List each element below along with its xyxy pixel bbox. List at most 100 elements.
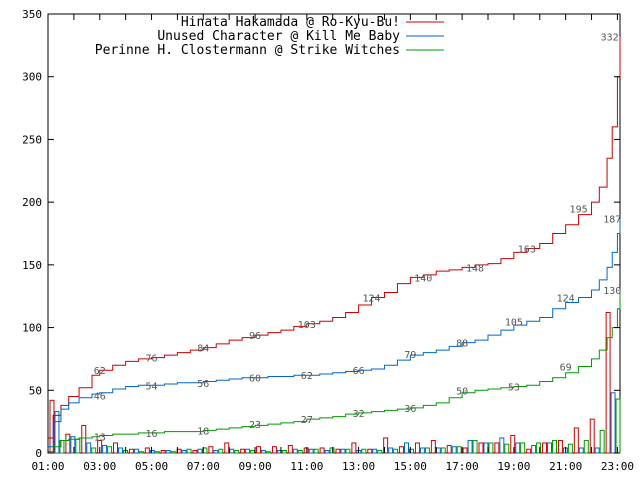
- bar-layer: [49, 312, 621, 454]
- bar: [224, 442, 230, 454]
- y-tick-label: 350: [22, 8, 42, 21]
- bar: [335, 448, 341, 454]
- bar: [388, 447, 394, 454]
- bar: [54, 411, 60, 454]
- bar: [520, 442, 526, 454]
- bar: [324, 449, 330, 454]
- bar: [107, 446, 113, 454]
- bar: [102, 444, 108, 454]
- bar: [615, 398, 621, 454]
- bar: [367, 448, 373, 454]
- bar: [424, 447, 430, 454]
- x-tick-label: 23:00: [601, 460, 634, 473]
- bar: [319, 447, 325, 454]
- bar: [557, 439, 563, 454]
- bar: [573, 427, 579, 454]
- bar: [65, 433, 71, 454]
- bar: [552, 439, 557, 454]
- x-tick-label: 07:00: [187, 460, 220, 473]
- y-tick-label: 100: [22, 322, 42, 335]
- legend: Hinata Hakamada @ Ro-Kyu-Bu!Unused Chara…: [95, 15, 444, 58]
- bar: [261, 449, 266, 454]
- bar: [494, 442, 500, 454]
- bar: [208, 446, 214, 454]
- bar: [181, 449, 187, 454]
- bar: [197, 448, 203, 454]
- data-label: 62: [94, 366, 106, 377]
- data-label: 105: [505, 317, 523, 328]
- bar: [472, 439, 478, 454]
- data-label: 50: [456, 386, 468, 397]
- data-label-layer: 62 76 84 96 103 124 140 148 163 195 332 46 54 56 60 62 6…: [94, 33, 622, 444]
- bar: [308, 448, 314, 454]
- bar: [186, 448, 192, 454]
- bar: [419, 447, 425, 454]
- bar: [583, 439, 589, 454]
- bar: [536, 442, 542, 454]
- data-label: 46: [94, 391, 106, 402]
- bar: [435, 447, 441, 454]
- bar: [409, 448, 414, 454]
- line-layer: [48, 36, 621, 453]
- bar: [329, 447, 335, 454]
- data-label: 103: [298, 320, 316, 331]
- bar: [589, 418, 595, 454]
- bar: [383, 437, 389, 454]
- bar: [456, 446, 462, 454]
- data-label: 187: [603, 214, 621, 225]
- x-tick-label: 21:00: [549, 460, 582, 473]
- y-tick-label: 150: [22, 259, 42, 272]
- bar: [144, 447, 150, 454]
- bar: [271, 446, 277, 454]
- y-tick-label: 300: [22, 71, 42, 84]
- bar: [313, 448, 319, 454]
- bar: [377, 449, 383, 454]
- bar: [440, 447, 446, 454]
- bar: [240, 448, 246, 454]
- bar: [594, 447, 600, 454]
- bar: [133, 448, 139, 454]
- data-label: 53: [508, 383, 520, 394]
- data-label: 27: [301, 415, 313, 426]
- data-label: 140: [414, 273, 432, 284]
- bar: [361, 448, 367, 454]
- series-line: [48, 289, 621, 453]
- bar: [488, 442, 494, 454]
- bar: [91, 447, 97, 454]
- data-label: 60: [249, 374, 261, 385]
- x-tick-label: 19:00: [497, 460, 530, 473]
- bar: [567, 443, 573, 454]
- bar: [165, 449, 171, 454]
- x-tick-label: 11:00: [290, 460, 323, 473]
- bar: [118, 447, 124, 454]
- bar: [297, 449, 303, 454]
- bar: [266, 451, 271, 454]
- series-line: [48, 36, 621, 439]
- data-label: 56: [197, 379, 209, 390]
- bar: [483, 442, 489, 454]
- bar: [499, 437, 505, 454]
- x-tick-label: 03:00: [83, 460, 116, 473]
- legend-label: Unused Character @ Kill Me Baby: [157, 29, 400, 44]
- bar: [340, 448, 346, 454]
- bar: [526, 448, 532, 454]
- data-label: 332: [601, 33, 619, 44]
- y-tick-label: 0: [35, 447, 42, 460]
- data-label: 96: [249, 331, 261, 342]
- bar: [81, 424, 87, 454]
- bar: [531, 444, 537, 454]
- bar: [414, 442, 420, 454]
- data-label: 66: [353, 366, 365, 377]
- bar: [113, 442, 119, 454]
- data-label: 124: [362, 293, 380, 304]
- data-label: 18: [197, 426, 209, 437]
- data-label: 148: [466, 263, 484, 274]
- bar: [281, 449, 287, 454]
- bar: [515, 442, 521, 454]
- bar: [128, 448, 134, 454]
- bar: [154, 451, 160, 454]
- x-tick-label: 01:00: [31, 460, 64, 473]
- data-label: 54: [146, 381, 158, 392]
- bar: [547, 442, 552, 454]
- bar: [250, 449, 256, 454]
